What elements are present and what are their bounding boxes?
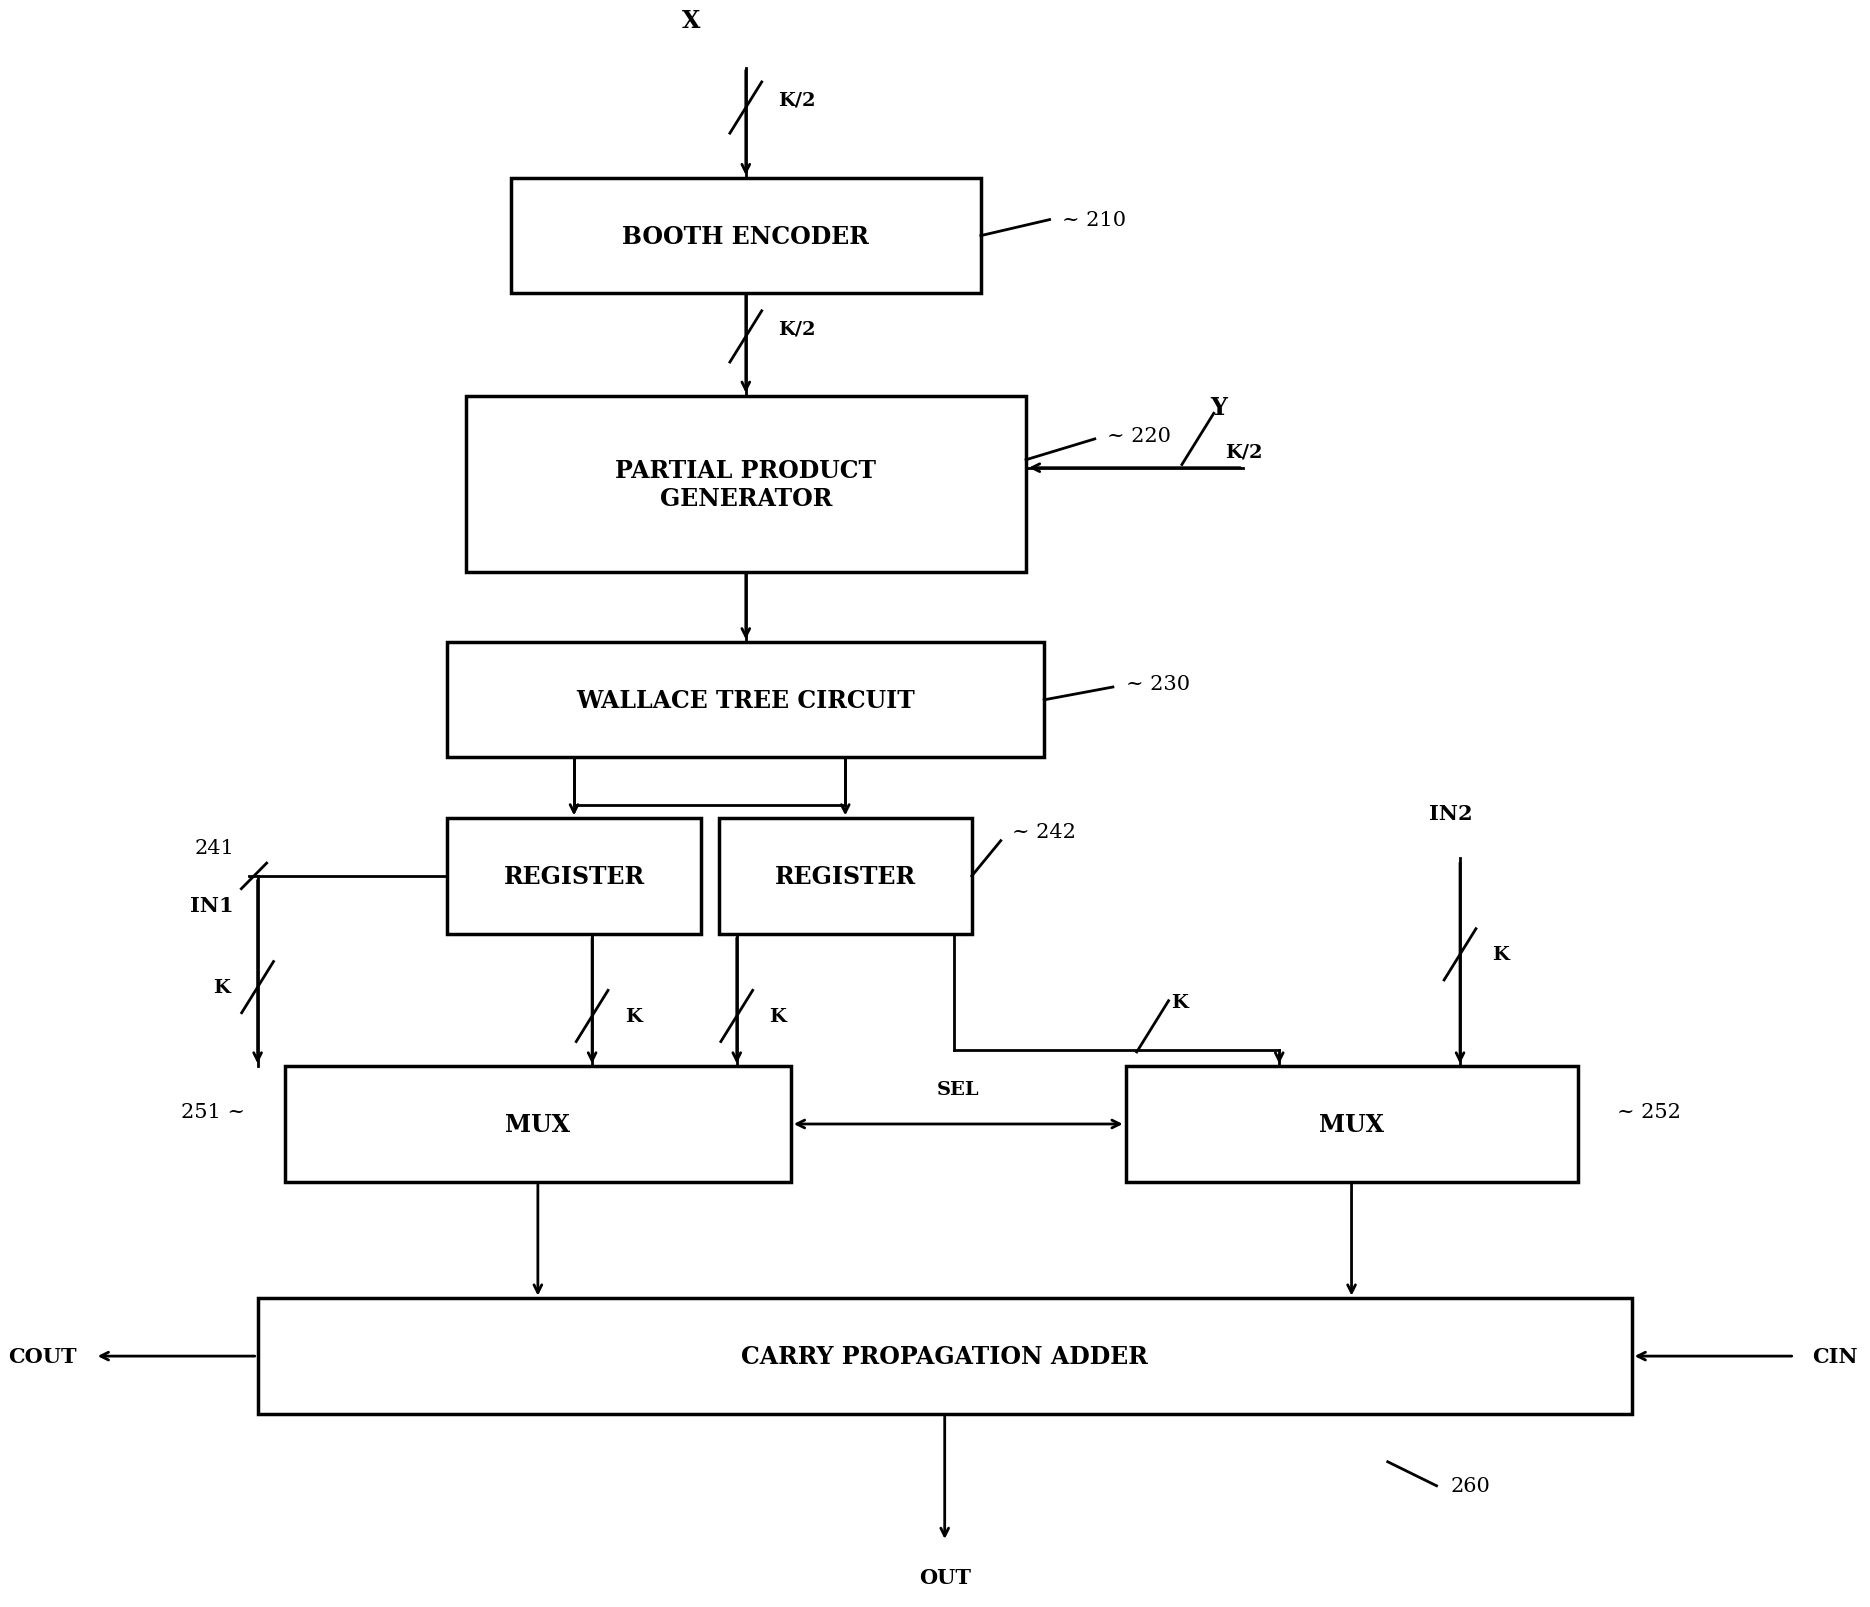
Text: K: K: [1492, 947, 1509, 964]
Text: K/2: K/2: [778, 320, 815, 337]
Text: Y: Y: [1210, 395, 1227, 419]
Text: IN2: IN2: [1429, 804, 1474, 823]
Bar: [284, 1067, 791, 1181]
Bar: [511, 178, 982, 294]
Text: 251 ~: 251 ~: [181, 1102, 245, 1122]
Text: K: K: [213, 979, 230, 996]
Text: MUX: MUX: [505, 1112, 570, 1136]
Bar: [466, 397, 1027, 572]
Text: ~ 230: ~ 230: [1126, 675, 1189, 694]
Text: 241: 241: [194, 839, 234, 857]
Text: WALLACE TREE CIRCUIT: WALLACE TREE CIRCUIT: [576, 688, 914, 712]
Text: K: K: [769, 1008, 785, 1025]
Text: ~ 220: ~ 220: [1107, 427, 1171, 445]
Text: MUX: MUX: [1318, 1112, 1384, 1136]
Text: K/2: K/2: [778, 92, 815, 109]
Text: 260: 260: [1451, 1477, 1490, 1496]
Text: BOOTH ENCODER: BOOTH ENCODER: [623, 225, 870, 249]
Text: ~ 210: ~ 210: [1062, 211, 1126, 230]
Text: K: K: [625, 1008, 641, 1025]
Text: REGISTER: REGISTER: [503, 865, 645, 889]
Bar: [718, 818, 972, 934]
Text: CARRY PROPAGATION ADDER: CARRY PROPAGATION ADDER: [741, 1345, 1148, 1368]
Text: OUT: OUT: [918, 1567, 971, 1588]
Text: K: K: [1171, 993, 1187, 1012]
Text: SEL: SEL: [937, 1080, 980, 1098]
Text: ~ 252: ~ 252: [1618, 1102, 1681, 1122]
Bar: [447, 818, 701, 934]
Text: ~ 242: ~ 242: [1012, 823, 1075, 840]
Bar: [1126, 1067, 1578, 1181]
Text: CIN: CIN: [1812, 1347, 1859, 1366]
Bar: [258, 1298, 1633, 1414]
Text: X: X: [683, 10, 701, 34]
Bar: [447, 643, 1043, 759]
Text: PARTIAL PRODUCT
GENERATOR: PARTIAL PRODUCT GENERATOR: [615, 458, 877, 511]
Text: IN1: IN1: [191, 895, 234, 914]
Text: REGISTER: REGISTER: [774, 865, 916, 889]
Text: COUT: COUT: [7, 1347, 77, 1366]
Text: K/2: K/2: [1225, 444, 1262, 461]
